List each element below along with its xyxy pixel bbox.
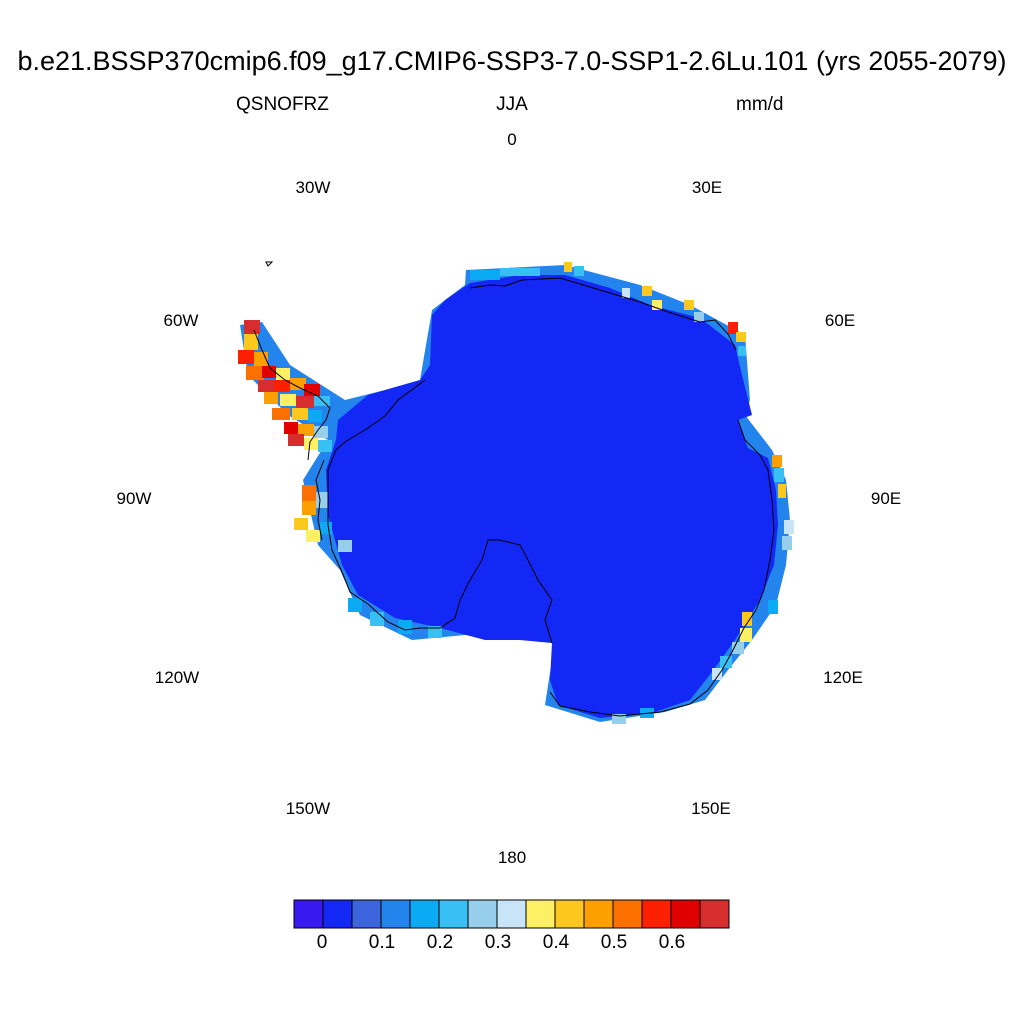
- colorbar-ticks: 0 0.1 0.2 0.3 0.4 0.5 0.6: [0, 932, 1024, 962]
- lon-label-30e: 30E: [691, 178, 723, 197]
- colorbar: [293, 899, 730, 929]
- variable-label: QSNOFRZ: [236, 94, 329, 115]
- lon-label-180: 180: [497, 848, 527, 867]
- colorbar-swatch: [438, 899, 469, 929]
- lon-label-150e: 150E: [691, 799, 731, 818]
- lon-label-90e: 90E: [870, 489, 902, 508]
- colorbar-swatch: [699, 899, 730, 929]
- colorbar-swatch: [554, 899, 585, 929]
- lon-label-120e: 120E: [823, 668, 863, 687]
- colorbar-swatch: [467, 899, 498, 929]
- colorbar-tick-label: 0.6: [658, 932, 686, 953]
- lon-label-90w: 90W: [116, 489, 152, 508]
- lon-label-60w: 60W: [163, 311, 199, 330]
- colorbar-swatch: [641, 899, 672, 929]
- lon-label-60e: 60E: [824, 311, 856, 330]
- peninsula-patches: [238, 320, 332, 542]
- colorbar-tick-label: 0.1: [368, 932, 396, 953]
- colorbar-swatch: [525, 899, 556, 929]
- season-label: JJA: [496, 94, 528, 115]
- colorbar-swatch: [380, 899, 411, 929]
- colorbar-swatch: [496, 899, 527, 929]
- colorbar-swatch: [409, 899, 440, 929]
- colorbar-tick-label: 0.3: [484, 932, 512, 953]
- colorbar-tick-label: 0: [316, 932, 328, 953]
- lon-label-150w: 150W: [285, 799, 331, 818]
- colorbar-swatch: [612, 899, 643, 929]
- colorbar-tick-label: 0.4: [542, 932, 570, 953]
- lon-label-0: 0: [507, 130, 517, 149]
- colorbar-swatch: [670, 899, 701, 929]
- colorbar-tick-label: 0.2: [426, 932, 454, 953]
- ice-sheet: [326, 275, 778, 718]
- colorbar-swatch: [322, 899, 353, 929]
- colorbar-tick-label: 0.5: [600, 932, 628, 953]
- coastline: [253, 261, 775, 717]
- colorbar-swatch: [293, 899, 324, 929]
- colorbar-swatch: [583, 899, 614, 929]
- units-label: mm/d: [736, 94, 784, 115]
- colorbar-swatch: [351, 899, 382, 929]
- map-title: b.e21.BSSP370cmip6.f09_g17.CMIP6-SSP3-7.…: [17, 46, 1007, 76]
- lon-label-30w: 30W: [295, 178, 331, 197]
- lon-label-120w: 120W: [154, 668, 200, 687]
